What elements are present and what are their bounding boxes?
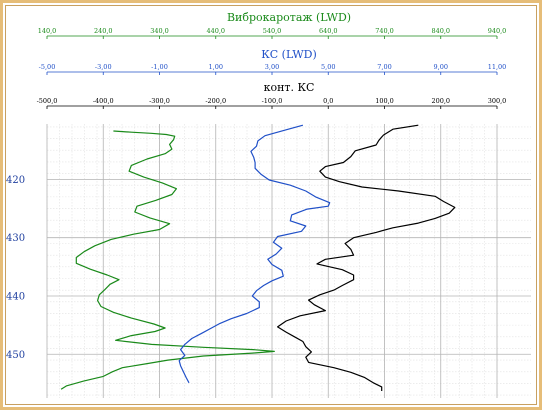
tick-label-vibro: 840,0 [431,27,450,35]
tick-label-kont-ks: 200,0 [431,97,450,105]
tick-label-vibro: 740,0 [375,27,394,35]
scale-ticks: 140,0 240,0 340,0 440,0 540,0 640,0 740,0 840,0… [37,27,507,109]
tick-label-vibro: 640,0 [319,27,338,35]
tick-label-kont-ks: -100,0 [262,97,283,105]
plot-area [47,124,531,398]
scale-title-kont-ks: конт. КС [264,81,315,94]
tick-label-vibro: 240,0 [94,27,113,35]
chart-frame-inner [5,5,537,405]
depth-labels: 420 430 440 450 [6,175,25,361]
tick-label-kont-ks: 100,0 [375,97,394,105]
tick-label-ks: 7,00 [377,63,391,71]
tick-label-kont-ks: 0,0 [323,97,333,105]
tick-label-ks: -5,00 [39,63,56,71]
tick-label-vibro: 140,0 [38,27,57,35]
tick-label-vibro: 440,0 [206,27,225,35]
tick-label-ks: 3,00 [265,63,279,71]
tick-label-vibro: 940,0 [488,27,507,35]
scale-title-vibro: Виброкаротаж (LWD) [227,11,351,24]
tick-label-ks: -3,00 [95,63,112,71]
tick-label-kont-ks: -500,0 [37,97,58,105]
tick-label-ks: 1,00 [209,63,223,71]
tick-label-ks: 9,00 [434,63,448,71]
series-line-kont-ks [277,124,456,391]
grid [46,124,531,398]
tick-label-kont-ks: -300,0 [149,97,170,105]
series-line-ks [178,124,331,384]
depth-label: 440 [6,291,25,302]
tick-label-ks: 11,00 [488,63,507,71]
depth-label: 430 [6,233,25,244]
scale-headers: Виброкаротаж (LWD) КС (LWD) конт. КС [227,11,351,94]
curves [60,124,456,391]
tick-label-ks: 5,00 [321,63,335,71]
tick-label-ks: -1,00 [151,63,168,71]
tick-label-kont-ks: -400,0 [93,97,114,105]
tick-label-vibro: 340,0 [150,27,169,35]
depth-label: 450 [6,350,25,361]
series-line-vibro [60,130,275,390]
tick-label-vibro: 540,0 [263,27,282,35]
scale-title-ks: КС (LWD) [261,48,316,61]
tick-label-kont-ks: -200,0 [205,97,226,105]
tick-label-kont-ks: 300,0 [488,97,507,105]
depth-label: 420 [6,175,25,186]
